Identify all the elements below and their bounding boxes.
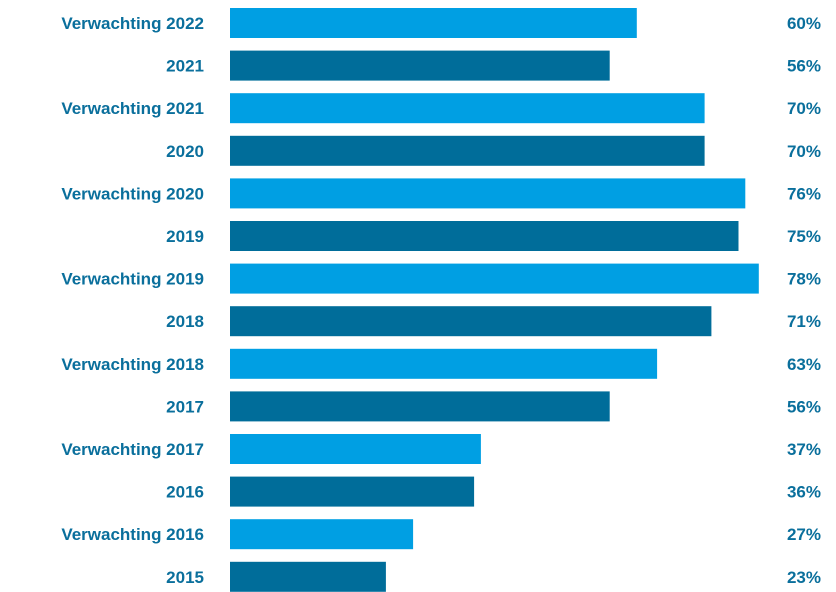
value-label-8: 63% xyxy=(787,355,821,374)
bar-9 xyxy=(230,391,610,422)
bars-group xyxy=(230,8,759,592)
bar-3 xyxy=(230,135,705,166)
bar-5 xyxy=(230,221,739,251)
value-label-7: 71% xyxy=(787,312,821,331)
category-label-8: Verwachting 2018 xyxy=(61,355,204,374)
category-label-10: Verwachting 2017 xyxy=(61,440,204,459)
category-label-12: Verwachting 2016 xyxy=(61,525,204,544)
value-label-6: 78% xyxy=(787,270,821,289)
category-label-2: Verwachting 2021 xyxy=(61,99,204,118)
bar-7 xyxy=(230,306,712,337)
category-label-3: 2020 xyxy=(166,142,204,161)
bar-10 xyxy=(230,434,481,464)
bar-6 xyxy=(230,263,759,294)
value-label-11: 36% xyxy=(787,483,821,502)
value-label-12: 27% xyxy=(787,525,821,544)
value-label-2: 70% xyxy=(787,99,821,118)
category-label-0: Verwachting 2022 xyxy=(61,14,204,33)
bar-11 xyxy=(230,476,475,507)
value-label-9: 56% xyxy=(787,397,821,416)
bar-13 xyxy=(230,561,386,592)
value-labels-group: 60% 56% 70% 70% 76% 75% 78% 71% 63% 56% 37% 36% 27% 2… xyxy=(787,14,821,587)
bar-2 xyxy=(230,93,705,124)
bar-4 xyxy=(230,178,746,209)
value-label-3: 70% xyxy=(787,142,821,161)
category-label-6: Verwachting 2019 xyxy=(61,270,204,289)
value-label-5: 75% xyxy=(787,227,821,246)
category-label-9: 2017 xyxy=(166,397,204,416)
bar-12 xyxy=(230,519,414,550)
category-label-13: 2015 xyxy=(166,568,204,587)
value-label-13: 23% xyxy=(787,568,821,587)
category-label-5: 2019 xyxy=(166,227,204,246)
bar-0 xyxy=(230,8,637,38)
category-label-4: Verwachting 2020 xyxy=(61,184,204,203)
category-labels-group: Verwachting 2022 2021 Verwachting 2021 2020… xyxy=(61,14,204,587)
category-label-1: 2021 xyxy=(166,57,204,76)
bar-1 xyxy=(230,50,610,81)
value-label-1: 56% xyxy=(787,57,821,76)
value-label-10: 37% xyxy=(787,440,821,459)
value-label-0: 60% xyxy=(787,14,821,33)
value-label-4: 76% xyxy=(787,184,821,203)
bar-8 xyxy=(230,348,658,379)
category-label-7: 2018 xyxy=(166,312,204,331)
category-label-11: 2016 xyxy=(166,483,204,502)
